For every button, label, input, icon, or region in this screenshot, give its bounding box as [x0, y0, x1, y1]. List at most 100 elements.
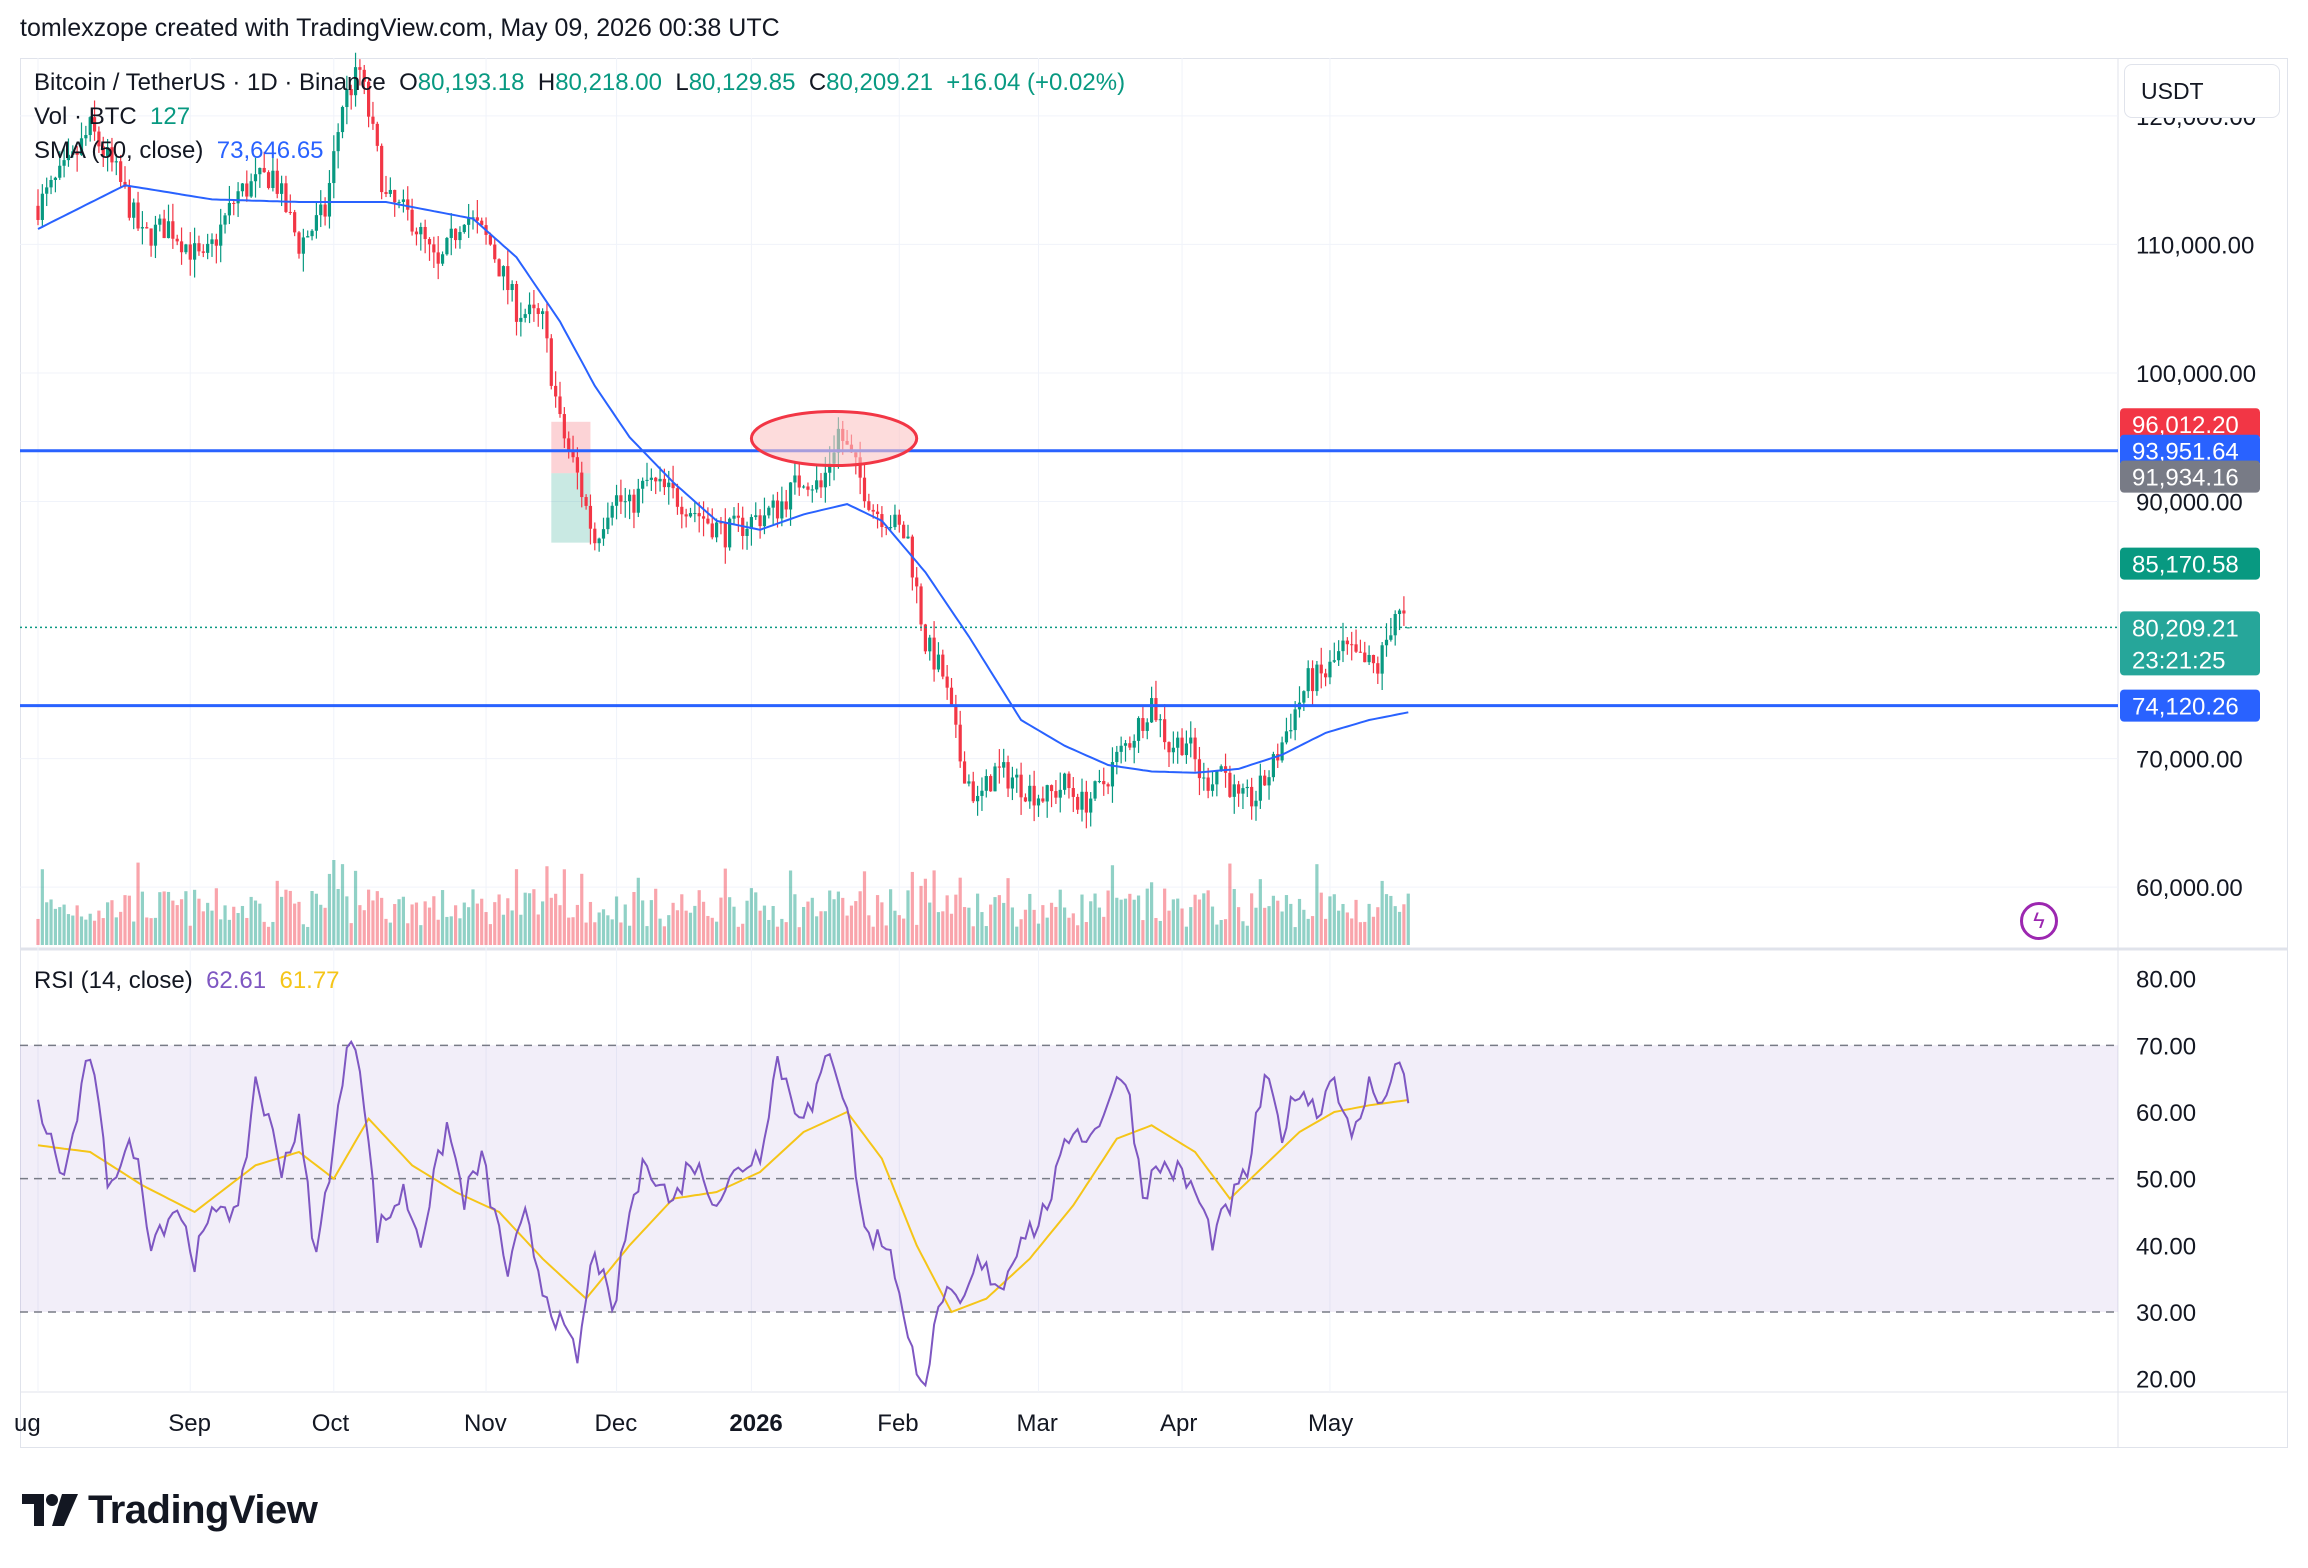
time-axis-tick-label: Oct — [312, 1410, 350, 1437]
candle-body — [293, 212, 297, 233]
candle-body — [1032, 785, 1036, 806]
candle-body — [771, 500, 775, 508]
candle-body — [1193, 737, 1197, 760]
volume-bar — [780, 918, 784, 945]
sma-label[interactable]: SMA (50, close) — [34, 137, 204, 164]
volume-bar — [179, 899, 184, 945]
candle-body — [162, 218, 166, 239]
candle-body — [688, 513, 693, 517]
candle-body — [223, 215, 227, 225]
tradingview-logo[interactable]: TradingView — [22, 1488, 318, 1532]
candle-body — [1128, 743, 1132, 748]
volume-bar — [880, 902, 884, 945]
currency-selector[interactable]: USDT — [2124, 64, 2280, 118]
ellipse-annotation[interactable] — [749, 410, 919, 468]
candle-body — [201, 251, 205, 253]
candle-body — [1023, 797, 1028, 802]
volume-label[interactable]: Vol · BTC — [34, 103, 137, 130]
volume-bar — [767, 919, 771, 945]
volume-bar — [467, 907, 471, 945]
volume-bar — [106, 902, 110, 945]
volume-bar — [815, 916, 819, 945]
candle-body — [567, 438, 571, 450]
sma-50-line[interactable] — [37, 184, 1409, 774]
candle-body — [936, 654, 941, 670]
rsi-line[interactable] — [37, 1039, 1410, 1388]
candle-body — [654, 477, 658, 482]
candle-body — [136, 202, 140, 229]
volume-bar — [214, 888, 218, 945]
candle-body — [989, 776, 993, 792]
volume-bar — [1084, 922, 1088, 945]
candle-body — [928, 637, 932, 652]
candle-body — [1406, 627, 1410, 629]
candle-body — [1089, 798, 1093, 813]
candle-body — [375, 123, 379, 146]
candle-body — [427, 239, 432, 245]
open-value: 80,193.18 — [417, 69, 525, 96]
volume-bar — [514, 869, 519, 945]
short-position-stop-zone[interactable] — [551, 421, 591, 474]
price-axis-tick-label: 100,000.00 — [2136, 361, 2256, 388]
candle-body — [367, 81, 371, 117]
volume-bar — [1402, 904, 1406, 945]
volume-bar — [53, 908, 57, 945]
volume-bar — [1054, 906, 1058, 945]
volume-bar — [92, 920, 97, 945]
rsi-axis-tick-label: 40.00 — [2136, 1233, 2196, 1260]
volume-bar — [806, 901, 810, 945]
volume-bar — [1028, 893, 1032, 945]
volume-bar — [719, 897, 723, 945]
volume-bar — [523, 892, 527, 945]
candle-body — [658, 478, 662, 482]
volume-bar — [536, 914, 540, 945]
candle-body — [49, 180, 53, 188]
volume-bar — [567, 917, 571, 945]
candle-body — [571, 449, 575, 458]
candle-body — [1123, 743, 1128, 746]
volume-bar — [906, 890, 910, 945]
volume-bar — [110, 900, 114, 945]
lightning-bolt-icon[interactable]: ϟ — [2020, 902, 2058, 940]
candle-body — [1041, 798, 1045, 802]
volume-bar — [706, 915, 710, 945]
candle-body — [1267, 777, 1271, 786]
volume-bar — [1193, 894, 1197, 945]
volume-bar — [680, 894, 684, 945]
candle-body — [110, 147, 114, 163]
candle-body — [958, 724, 962, 762]
candle-body — [153, 224, 158, 246]
candle-body — [475, 217, 479, 221]
volume-bar — [345, 896, 349, 945]
candle-body — [610, 505, 614, 518]
candle-body — [1180, 737, 1184, 756]
rsi-ma-line[interactable] — [37, 1099, 1409, 1314]
volume-bar — [758, 910, 762, 945]
volume-bar — [1132, 899, 1136, 945]
volume-bar — [1063, 907, 1067, 945]
volume-bar — [1197, 899, 1202, 945]
candle-body — [84, 135, 88, 139]
short-position-target-zone[interactable] — [551, 473, 591, 543]
volume-bar — [1158, 920, 1162, 945]
candle-body — [1141, 718, 1145, 731]
volume-bar — [193, 889, 197, 945]
candle-body — [697, 513, 701, 517]
volume-bar — [693, 905, 697, 945]
candle-body — [40, 193, 44, 220]
volume-bar — [1102, 916, 1106, 945]
volume-bar — [1136, 895, 1141, 945]
candle-body — [636, 488, 640, 513]
volume-bar — [1297, 898, 1302, 945]
volume-bar — [562, 869, 566, 945]
volume-bar — [723, 868, 727, 945]
volume-bar — [884, 925, 888, 945]
candle-body — [1232, 784, 1236, 797]
volume-bar — [715, 921, 719, 945]
symbol-title[interactable]: Bitcoin / TetherUS · 1D · Binance — [34, 69, 386, 96]
candle-body — [932, 637, 936, 670]
rsi-label[interactable]: RSI (14, close) — [34, 967, 193, 994]
volume-bar — [1210, 906, 1215, 945]
price-axis-tick-label: 90,000.00 — [2136, 490, 2243, 517]
